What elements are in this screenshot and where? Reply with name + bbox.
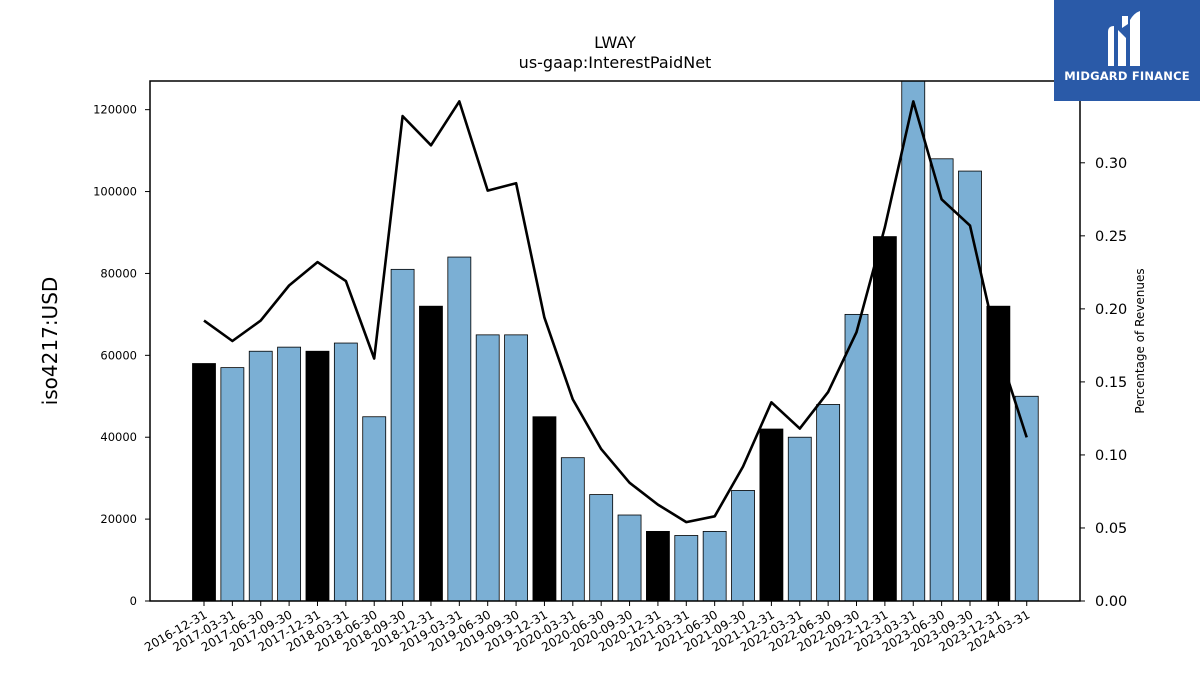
bar-2022-12-31 <box>872 236 897 602</box>
bar-2023-03-31 <box>901 80 926 602</box>
brand-logo: MIDGARD FINANCE <box>1054 0 1200 101</box>
bar-2019-12-31 <box>532 416 557 602</box>
bar-2020-12-31 <box>646 530 670 602</box>
y-right-tick-label: 0.20 <box>1095 302 1127 318</box>
bar-2023-09-30 <box>958 170 982 602</box>
bar-2022-09-30 <box>844 313 869 602</box>
bar-2018-06-30 <box>362 416 387 602</box>
bar-2022-03-31 <box>787 436 812 602</box>
bar-2017-09-30 <box>277 346 302 602</box>
y-right-tick-label: 0.05 <box>1095 521 1127 537</box>
midgard-m-icon <box>1108 11 1140 66</box>
bar-2018-09-30 <box>390 268 415 602</box>
y-axis-left-ticks: 0 20000 40000 60000 80000 100000 120000 <box>93 103 150 608</box>
bar-2018-03-31 <box>333 342 358 602</box>
bar-2017-03-31 <box>220 367 245 602</box>
y-left-tick-label: 120000 <box>93 103 137 117</box>
bar-2020-06-30 <box>589 494 614 602</box>
bar-2021-09-30 <box>731 490 755 602</box>
chart-title: LWAY <box>594 33 636 52</box>
x-axis-ticks: 2016-12-312017-03-312017-06-302017-09-30… <box>142 601 1032 654</box>
bar-2017-12-31 <box>305 350 330 602</box>
bar-2020-09-30 <box>617 514 642 602</box>
bar-series <box>192 80 1039 602</box>
y-right-tick-label: 0.25 <box>1095 229 1127 245</box>
y-axis-right-ticks: 0.00 0.05 0.10 0.15 0.20 0.25 0.30 <box>1080 156 1127 610</box>
bar-2021-03-31 <box>674 535 699 602</box>
y-axis-label-left: iso4217:USD <box>38 277 62 406</box>
bar-2020-03-31 <box>560 457 585 602</box>
line-series <box>203 100 1028 524</box>
bar-2021-06-30 <box>702 530 727 602</box>
y-right-tick-label: 0.30 <box>1095 156 1127 172</box>
brand-name: MIDGARD FINANCE <box>1064 69 1190 83</box>
y-left-tick-label: 40000 <box>100 430 137 444</box>
bar-2018-12-31 <box>419 305 443 602</box>
y-right-tick-label: 0.15 <box>1095 375 1127 391</box>
bar-2017-06-30 <box>248 350 273 602</box>
plot-frame <box>149 80 1081 602</box>
y-axis-label-right: Percentage of Revenues <box>1133 268 1147 413</box>
bar-2019-03-31 <box>447 256 472 602</box>
y-left-tick-label: 100000 <box>93 185 137 199</box>
y-left-tick-label: 60000 <box>100 348 137 362</box>
bar-2016-12-31 <box>192 363 216 602</box>
bar-2019-06-30 <box>475 334 500 602</box>
bar-2024-03-31 <box>1014 395 1039 602</box>
bar-2021-12-31 <box>759 428 784 602</box>
y-right-tick-label: 0.00 <box>1095 594 1127 610</box>
y-left-tick-label: 0 <box>130 594 137 608</box>
y-right-tick-label: 0.10 <box>1095 448 1127 464</box>
y-left-tick-label: 80000 <box>100 266 137 280</box>
bar-2023-06-30 <box>929 158 954 602</box>
bar-2019-09-30 <box>504 334 528 602</box>
y-left-tick-label: 20000 <box>100 512 137 526</box>
chart-subtitle: us-gaap:InterestPaidNet <box>519 53 712 72</box>
bar-2022-06-30 <box>816 404 841 602</box>
